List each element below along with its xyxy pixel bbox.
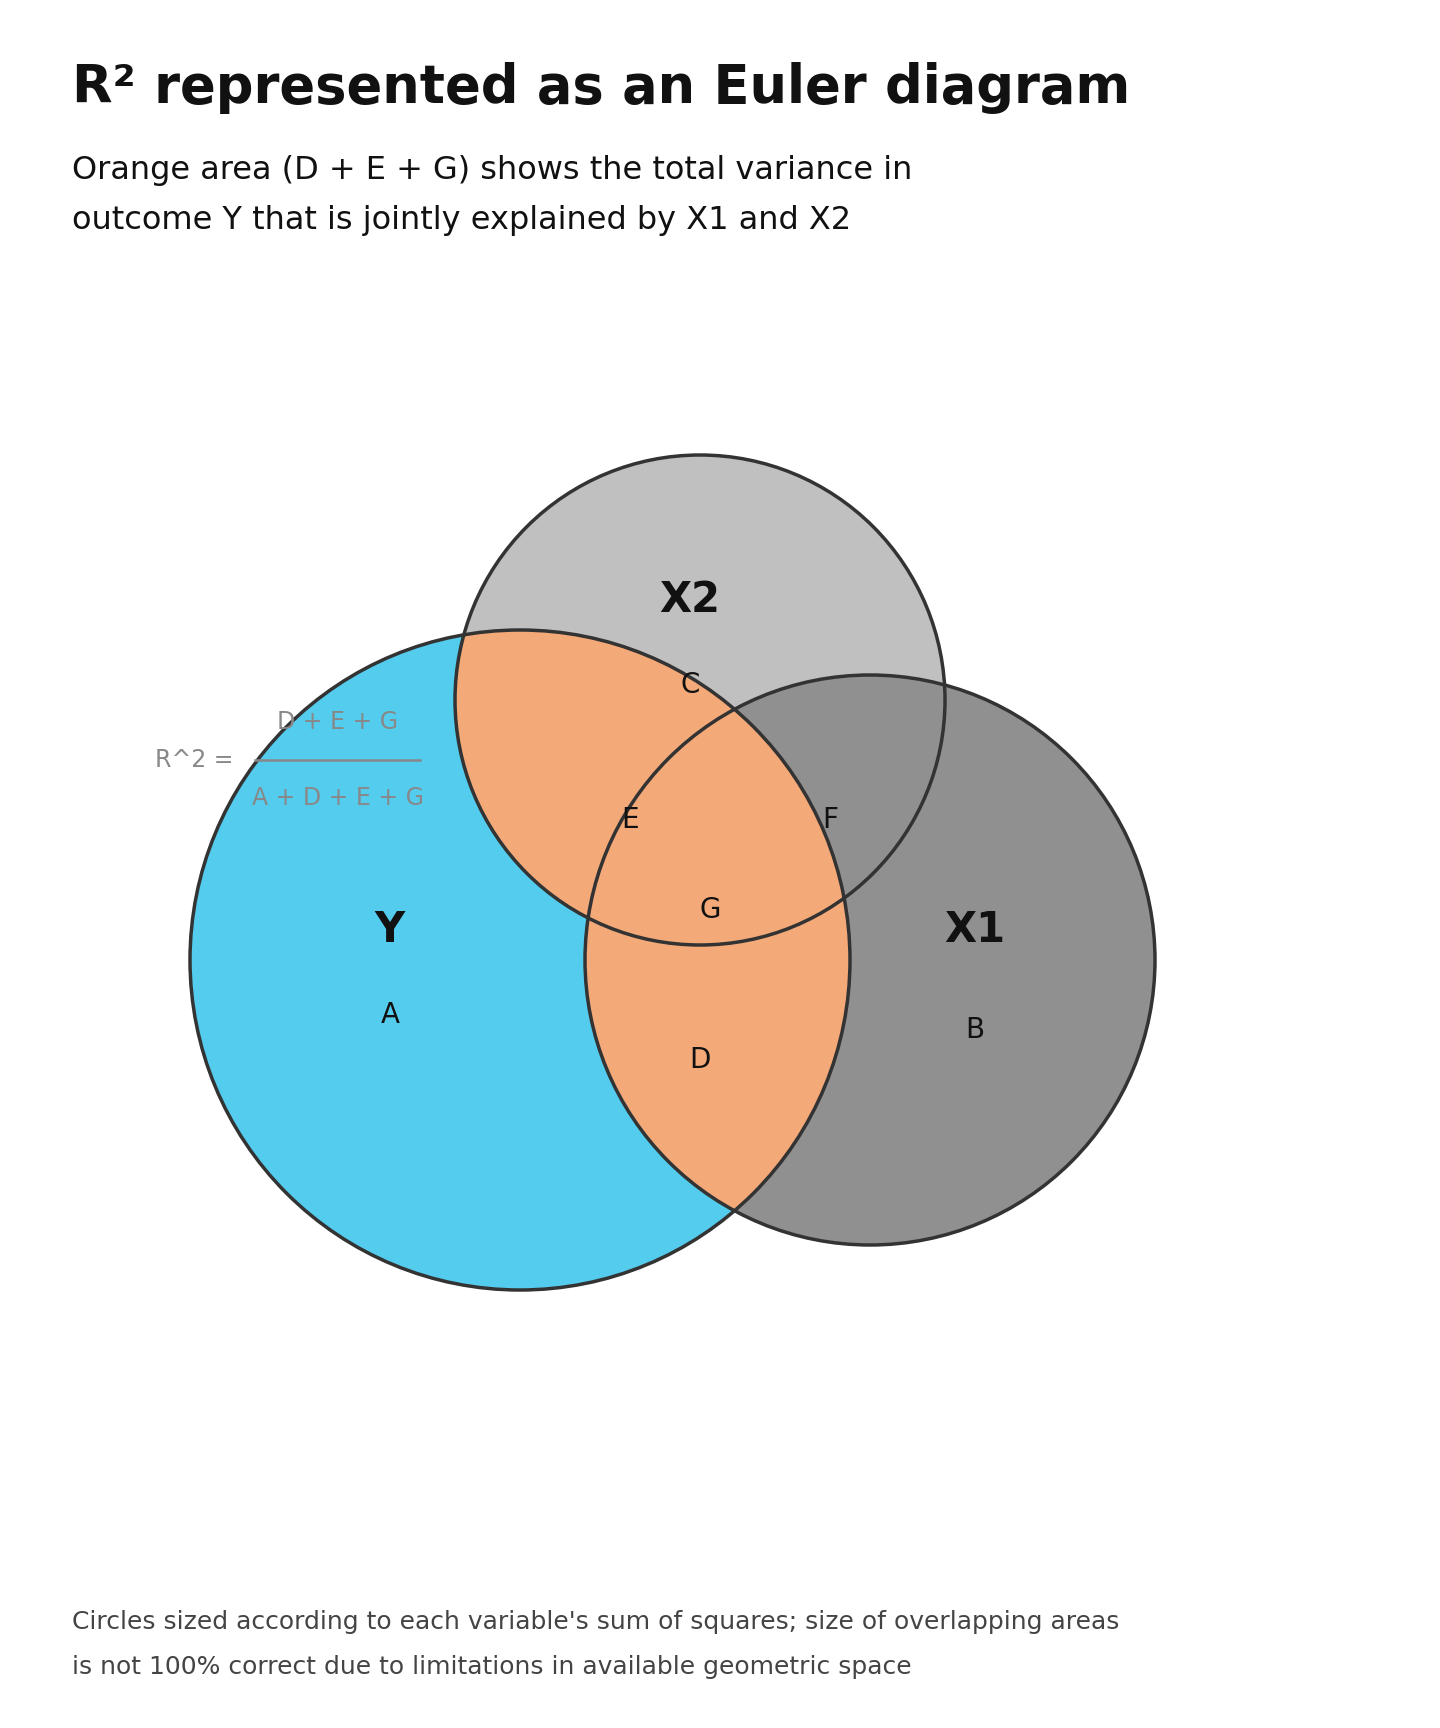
Text: A + D + E + G: A + D + E + G	[252, 786, 423, 810]
Text: X2: X2	[660, 579, 720, 620]
Text: R^2 =: R^2 =	[156, 748, 233, 772]
Text: Orange area (D + E + G) shows the total variance in: Orange area (D + E + G) shows the total …	[72, 156, 913, 187]
Text: D + E + G: D + E + G	[276, 710, 397, 734]
Text: A: A	[380, 1001, 399, 1028]
Text: G: G	[700, 897, 720, 924]
Text: R² represented as an Euler diagram: R² represented as an Euler diagram	[72, 62, 1130, 114]
Text: Y: Y	[374, 909, 405, 950]
Text: E: E	[621, 805, 639, 835]
Text: X1: X1	[945, 909, 1005, 950]
Text: is not 100% correct due to limitations in available geometric space: is not 100% correct due to limitations i…	[72, 1655, 912, 1680]
Text: F: F	[822, 805, 838, 835]
Text: Circles sized according to each variable's sum of squares; size of overlapping a: Circles sized according to each variable…	[72, 1610, 1119, 1635]
Text: C: C	[680, 670, 700, 700]
Text: outcome Y that is jointly explained by X1 and X2: outcome Y that is jointly explained by X…	[72, 206, 851, 237]
Text: D: D	[690, 1045, 711, 1075]
Text: B: B	[965, 1016, 985, 1044]
